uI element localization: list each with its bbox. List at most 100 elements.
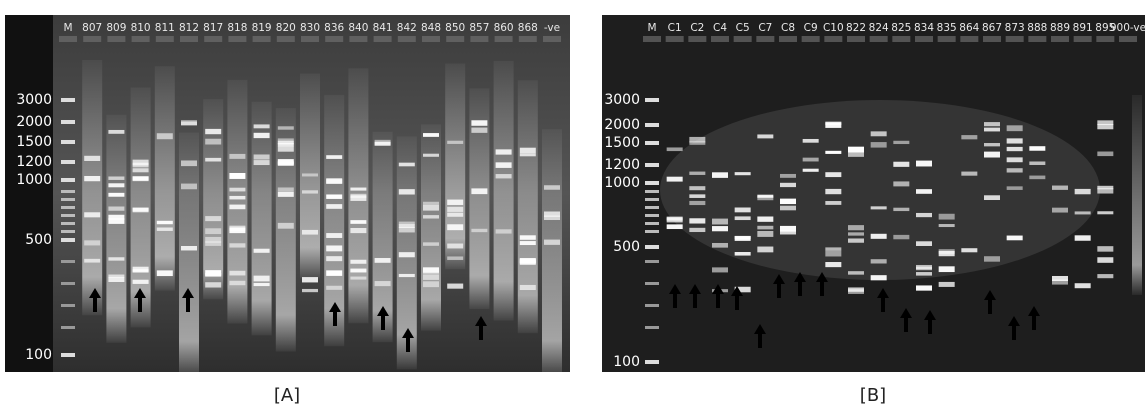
size-marker: 2000 xyxy=(16,114,52,130)
band xyxy=(108,257,124,260)
well xyxy=(1074,36,1092,42)
ladder-band xyxy=(645,222,659,225)
band xyxy=(447,141,463,144)
band xyxy=(848,232,864,235)
ladder-band xyxy=(61,326,75,329)
well xyxy=(824,36,842,42)
band xyxy=(1007,236,1023,241)
ladder-band xyxy=(645,141,659,145)
band xyxy=(689,218,705,223)
band xyxy=(689,137,705,143)
band xyxy=(181,184,197,190)
band xyxy=(520,235,536,239)
lane-label: C2 xyxy=(690,22,704,34)
band xyxy=(229,154,245,159)
band xyxy=(447,207,463,212)
band xyxy=(825,172,841,177)
band xyxy=(780,206,796,211)
band xyxy=(1097,257,1113,263)
well xyxy=(470,36,488,42)
band xyxy=(205,228,221,234)
band xyxy=(229,243,245,247)
band xyxy=(229,228,245,234)
band xyxy=(423,281,439,287)
well xyxy=(277,36,295,42)
well xyxy=(1006,36,1024,42)
band xyxy=(133,176,149,180)
ladder-band xyxy=(645,230,659,233)
band xyxy=(735,252,751,256)
well xyxy=(938,36,956,42)
ladder-band xyxy=(645,245,659,249)
lane-label: 842 xyxy=(397,22,417,34)
well xyxy=(349,36,367,42)
ladder-band xyxy=(61,260,75,263)
band xyxy=(780,174,796,178)
band xyxy=(1097,124,1113,129)
band xyxy=(712,243,728,248)
lane-label: 841 xyxy=(373,22,393,34)
band xyxy=(893,208,909,211)
lane-label: 900-ve xyxy=(1110,22,1146,34)
band xyxy=(84,259,100,263)
band xyxy=(916,265,932,269)
lane-label: 840 xyxy=(348,22,368,34)
ladder-band xyxy=(61,140,75,144)
band xyxy=(326,178,342,184)
band xyxy=(326,256,342,261)
lane-smear xyxy=(518,80,538,333)
band xyxy=(757,216,773,221)
band xyxy=(205,237,221,243)
well xyxy=(779,36,797,42)
band xyxy=(326,204,342,209)
well xyxy=(543,36,561,42)
band xyxy=(205,139,221,145)
band xyxy=(544,185,560,189)
well xyxy=(983,36,1001,42)
band xyxy=(712,172,728,178)
band xyxy=(520,241,536,245)
size-marker: 1200 xyxy=(16,154,52,170)
band xyxy=(133,269,149,272)
band xyxy=(326,270,342,276)
band xyxy=(689,201,705,205)
ladder-band xyxy=(61,222,75,225)
band xyxy=(423,154,439,157)
band xyxy=(871,206,887,209)
well xyxy=(495,36,513,42)
band xyxy=(848,238,864,242)
ladder-band xyxy=(645,163,659,167)
well xyxy=(666,36,684,42)
band xyxy=(544,211,560,216)
band xyxy=(447,200,463,205)
band xyxy=(757,231,773,237)
well xyxy=(132,36,150,42)
lane-label: 822 xyxy=(846,22,866,34)
size-marker: 1000 xyxy=(16,172,52,188)
band xyxy=(939,249,955,254)
band xyxy=(1007,168,1023,172)
band xyxy=(916,241,932,246)
band xyxy=(205,129,221,134)
ladder-band xyxy=(645,304,659,307)
band xyxy=(848,151,864,157)
ladder-band xyxy=(645,123,659,127)
band xyxy=(278,141,294,145)
band xyxy=(984,122,1000,126)
well xyxy=(156,36,174,42)
well xyxy=(870,36,888,42)
band xyxy=(108,130,124,134)
well xyxy=(960,36,978,42)
well xyxy=(325,36,343,42)
ladder-band xyxy=(645,181,659,185)
band xyxy=(278,187,294,191)
lane-label: 864 xyxy=(959,22,979,34)
band xyxy=(893,235,909,239)
band xyxy=(108,183,124,187)
band xyxy=(471,120,487,126)
lane-label: 868 xyxy=(518,22,538,34)
ladder-band xyxy=(61,190,75,193)
band xyxy=(825,151,841,154)
ladder-band xyxy=(61,120,75,124)
band xyxy=(1075,235,1091,240)
